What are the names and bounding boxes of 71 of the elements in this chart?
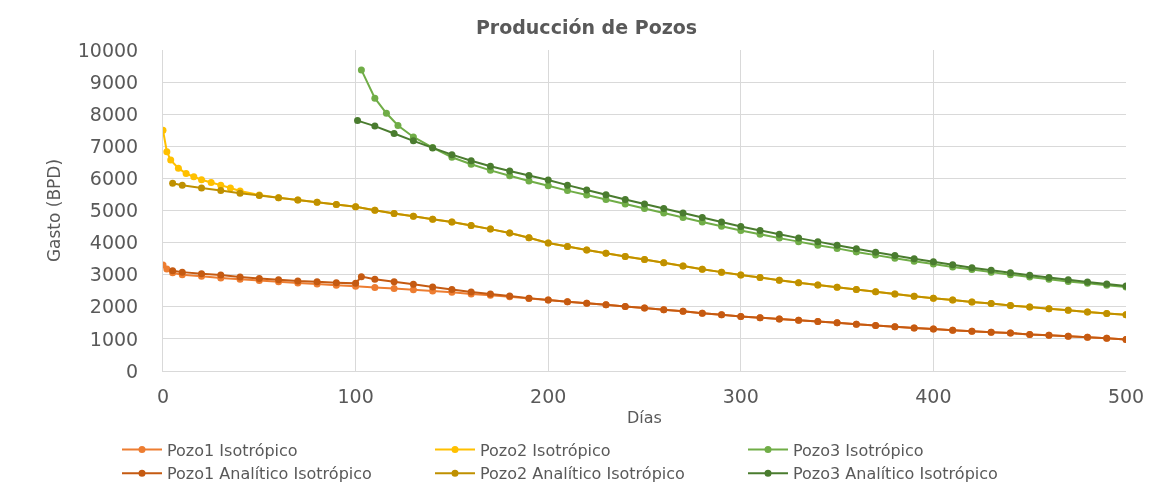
point	[660, 205, 668, 213]
point	[641, 200, 648, 208]
point	[525, 172, 533, 180]
y-tick-label: 2000	[89, 295, 139, 318]
point	[698, 214, 706, 222]
point	[409, 137, 417, 145]
legend-label: Pozo1 Analítico Isotrópico	[167, 464, 372, 484]
point	[198, 184, 206, 192]
legend-label: Pozo3 Isotrópico	[793, 440, 924, 460]
point	[198, 176, 206, 184]
x-tick-label: 400	[915, 384, 952, 407]
point	[409, 280, 417, 288]
point	[354, 117, 362, 125]
point	[394, 121, 402, 129]
point	[390, 129, 398, 137]
x-tick-label: 500	[1107, 384, 1145, 407]
x-tick-label: 300	[722, 384, 759, 407]
y-axis-title: Gasto (BPD)	[44, 158, 65, 263]
point	[390, 278, 398, 286]
y-tick-label: 7000	[89, 134, 139, 157]
y-tick-label: 6000	[89, 167, 139, 190]
point	[679, 209, 687, 217]
point	[544, 176, 552, 184]
legend-label: Pozo1 Isotrópico	[167, 440, 298, 460]
point	[382, 109, 390, 117]
point	[357, 66, 365, 74]
point	[226, 184, 234, 192]
point	[357, 273, 365, 281]
point	[163, 265, 171, 273]
point	[217, 187, 225, 195]
y-tick-label: 5000	[89, 199, 139, 222]
y-tick-label: 1000	[89, 327, 139, 350]
point	[371, 275, 379, 283]
point	[775, 230, 783, 238]
point	[756, 226, 764, 234]
point	[371, 94, 379, 102]
point	[390, 285, 398, 292]
chart-title: Producción de Pozos	[475, 15, 698, 38]
point	[182, 170, 190, 178]
x-tick-label: 0	[156, 384, 170, 407]
y-tick-label: 10000	[77, 38, 139, 61]
y-tick-label: 3000	[89, 263, 139, 286]
y-tick-label: 0	[126, 359, 139, 382]
legend-label: Pozo2 Isotrópico	[480, 440, 611, 460]
point	[506, 167, 514, 175]
point	[178, 181, 186, 189]
legend-label: Pozo2 Analítico Isotrópico	[480, 464, 685, 484]
x-axis-title: Días	[627, 408, 662, 428]
point	[371, 284, 379, 292]
point	[429, 283, 437, 291]
y-tick-label: 9000	[89, 70, 139, 93]
point	[602, 191, 610, 199]
y-tick-label: 4000	[89, 231, 139, 254]
x-tick-label: 200	[530, 384, 567, 407]
point	[190, 173, 198, 181]
point	[174, 164, 182, 172]
y-tick-label: 8000	[89, 102, 139, 125]
point	[583, 186, 591, 194]
point	[795, 234, 803, 242]
point	[167, 156, 175, 164]
point	[718, 218, 726, 226]
point	[563, 181, 571, 189]
legend-label: Pozo3 Analítico Isotrópico	[793, 464, 998, 484]
x-tick-label: 100	[337, 384, 374, 407]
point	[544, 182, 552, 190]
point	[621, 196, 629, 204]
point	[163, 148, 171, 156]
point	[207, 179, 215, 187]
point	[169, 179, 177, 187]
point	[486, 162, 494, 170]
point	[371, 122, 379, 130]
